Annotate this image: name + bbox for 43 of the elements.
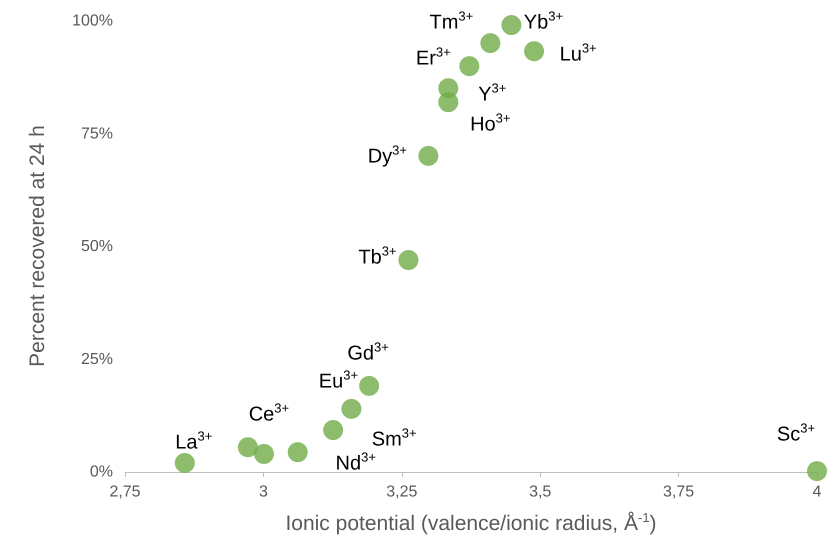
point [238,437,258,458]
point [438,78,458,98]
x-axis-title: Ionic potential (valence/ionic radius, Å$^{-1}$) [284,510,658,536]
y-tick-label: 100% [72,12,113,30]
point [359,376,380,396]
x-tick-label: 2,75 [109,484,141,500]
point [254,444,274,464]
x-tick-label: 3 [258,484,268,500]
annotation: Yb$^{3+}$ [524,8,564,34]
y-tick-label: 25% [80,350,113,368]
point [398,250,418,270]
x-tick-label: 3,75 [663,484,694,500]
point [323,420,344,440]
y-axis-title: Percent recovered at 24 h [26,125,50,367]
annotation: Lu$^{3+}$ [560,40,597,66]
point [341,398,362,419]
point [174,452,195,473]
annotation: La$^{3+}$ [175,428,212,454]
annotation: Er$^{3+}$ [416,44,451,70]
x-tick-label: 4 [812,484,822,500]
annotation: Sm$^{3+}$ [372,426,417,450]
annotation: Ho$^{3+}$ [470,110,510,136]
annotation: Nd$^{3+}$ [336,450,376,474]
point [501,15,522,36]
point [480,33,500,54]
point [459,56,480,76]
point [807,461,827,482]
x-tick-label: 3,5 [529,484,552,500]
x-tick-label: 3,25 [386,484,418,500]
annotation: Tm$^{3+}$ [430,8,474,34]
point [418,146,438,166]
y-tick-label: 0% [90,464,113,480]
point [288,442,308,462]
annotation: Sc$^{3+}$ [776,420,816,446]
annotation: Y$^{3+}$ [478,80,506,106]
annotation: Eu$^{3+}$ [318,368,358,392]
annotation: Gd$^{3+}$ [347,340,389,364]
point [524,41,544,62]
y-tick-label: 50% [80,238,113,255]
y-tick-label: 75% [80,125,113,142]
annotation: Ce$^{3+}$ [248,400,290,426]
annotation: Tb$^{3+}$ [358,244,397,268]
annotation: Dy$^{3+}$ [368,142,407,168]
